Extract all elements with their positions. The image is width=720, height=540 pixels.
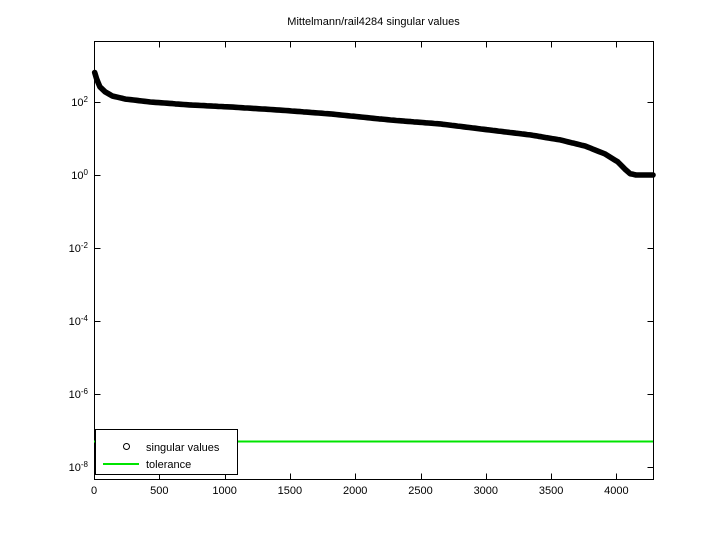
legend-sample-area [96,439,146,456]
y-tick-label: 10-2 [68,240,88,255]
x-tick-label: 3500 [538,485,564,497]
x-tick-label: 2000 [342,485,368,497]
legend-item-label: singular values [146,441,220,454]
legend-item-singular-values: singular values [96,439,237,456]
x-tick-label: 500 [150,485,169,497]
y-tick-label: 10-6 [68,386,88,401]
x-tick-label: 4000 [604,485,629,497]
x-tick-label: 1500 [277,485,303,497]
y-tick-label: 100 [71,167,88,182]
y-tick-label: 10-8 [68,459,88,474]
x-tick-label: 3000 [473,485,499,497]
series-group [91,69,656,443]
legend-sample-area [96,456,146,473]
x-tick-label: 2500 [408,485,433,497]
chart-title: Mittelmann/rail4284 singular values [287,16,460,28]
legend-item-tolerance: tolerance [96,456,237,473]
x-tick-label: 1000 [212,485,237,497]
legend: singular values tolerance [95,429,238,475]
axis-box [94,41,654,480]
circle-marker-icon [123,443,130,450]
y-tick-label: 10-4 [68,313,88,328]
x-tick-label: 0 [90,485,98,497]
y-tick-label: 102 [71,94,88,109]
axis-ticks [94,41,654,480]
axis-box-group [94,41,654,480]
singular-values-curve [91,69,656,178]
line-marker-icon [103,463,139,465]
legend-item-label: tolerance [146,458,192,471]
